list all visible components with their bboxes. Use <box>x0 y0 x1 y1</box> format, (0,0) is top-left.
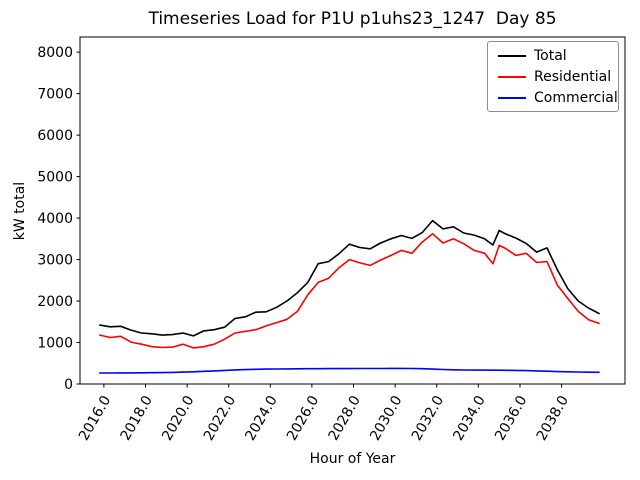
legend-label: Residential <box>534 68 612 85</box>
x-tick-label: 2024.0 <box>242 393 280 443</box>
chart-title: Timeseries Load for P1U p1uhs23_1247 Day… <box>148 9 557 29</box>
y-tick-label: 8000 <box>37 45 73 61</box>
y-tick-label: 7000 <box>37 87 73 103</box>
x-tick-label: 2026.0 <box>284 393 322 443</box>
legend-label: Total <box>534 47 567 64</box>
legend-line-sample <box>498 54 526 57</box>
legend-entry-commercial: Commercial <box>488 89 618 107</box>
series-total-line <box>99 219 600 337</box>
y-tick-label: 1000 <box>37 336 73 352</box>
legend: Total Residential Commercial <box>487 41 619 112</box>
y-tick-label: 3000 <box>37 253 73 269</box>
x-tick-label: 2016.0 <box>76 393 114 443</box>
legend-line-sample <box>498 75 526 78</box>
series-residential-line <box>99 233 600 349</box>
axes-frame <box>79 36 626 385</box>
x-tick-label: 2020.0 <box>159 393 197 443</box>
x-tick-label: 2018.0 <box>118 393 156 443</box>
x-tick-label: 2034.0 <box>450 393 488 443</box>
y-axis-label: kW total <box>12 181 28 241</box>
legend-line-sample <box>498 96 526 99</box>
y-tick-label: 5000 <box>37 170 73 186</box>
x-tick-label: 2036.0 <box>492 393 530 443</box>
y-tick-label: 4000 <box>37 211 73 227</box>
legend-entry-total: Total <box>488 47 618 65</box>
y-tick-label: 0 <box>64 377 73 393</box>
y-tick-label: 2000 <box>37 294 73 310</box>
legend-entry-residential: Residential <box>488 68 618 86</box>
legend-label: Commercial <box>534 89 618 106</box>
x-axis-label: Hour of Year <box>309 451 396 467</box>
x-tick-label: 2028.0 <box>326 393 364 443</box>
series-commercial-line <box>99 367 600 374</box>
x-tick-label: 2030.0 <box>367 393 405 443</box>
x-tick-label: 2022.0 <box>201 393 239 443</box>
x-tick-label: 2032.0 <box>409 393 447 443</box>
x-tick-label: 2038.0 <box>534 393 572 443</box>
y-tick-label: 6000 <box>37 128 73 144</box>
